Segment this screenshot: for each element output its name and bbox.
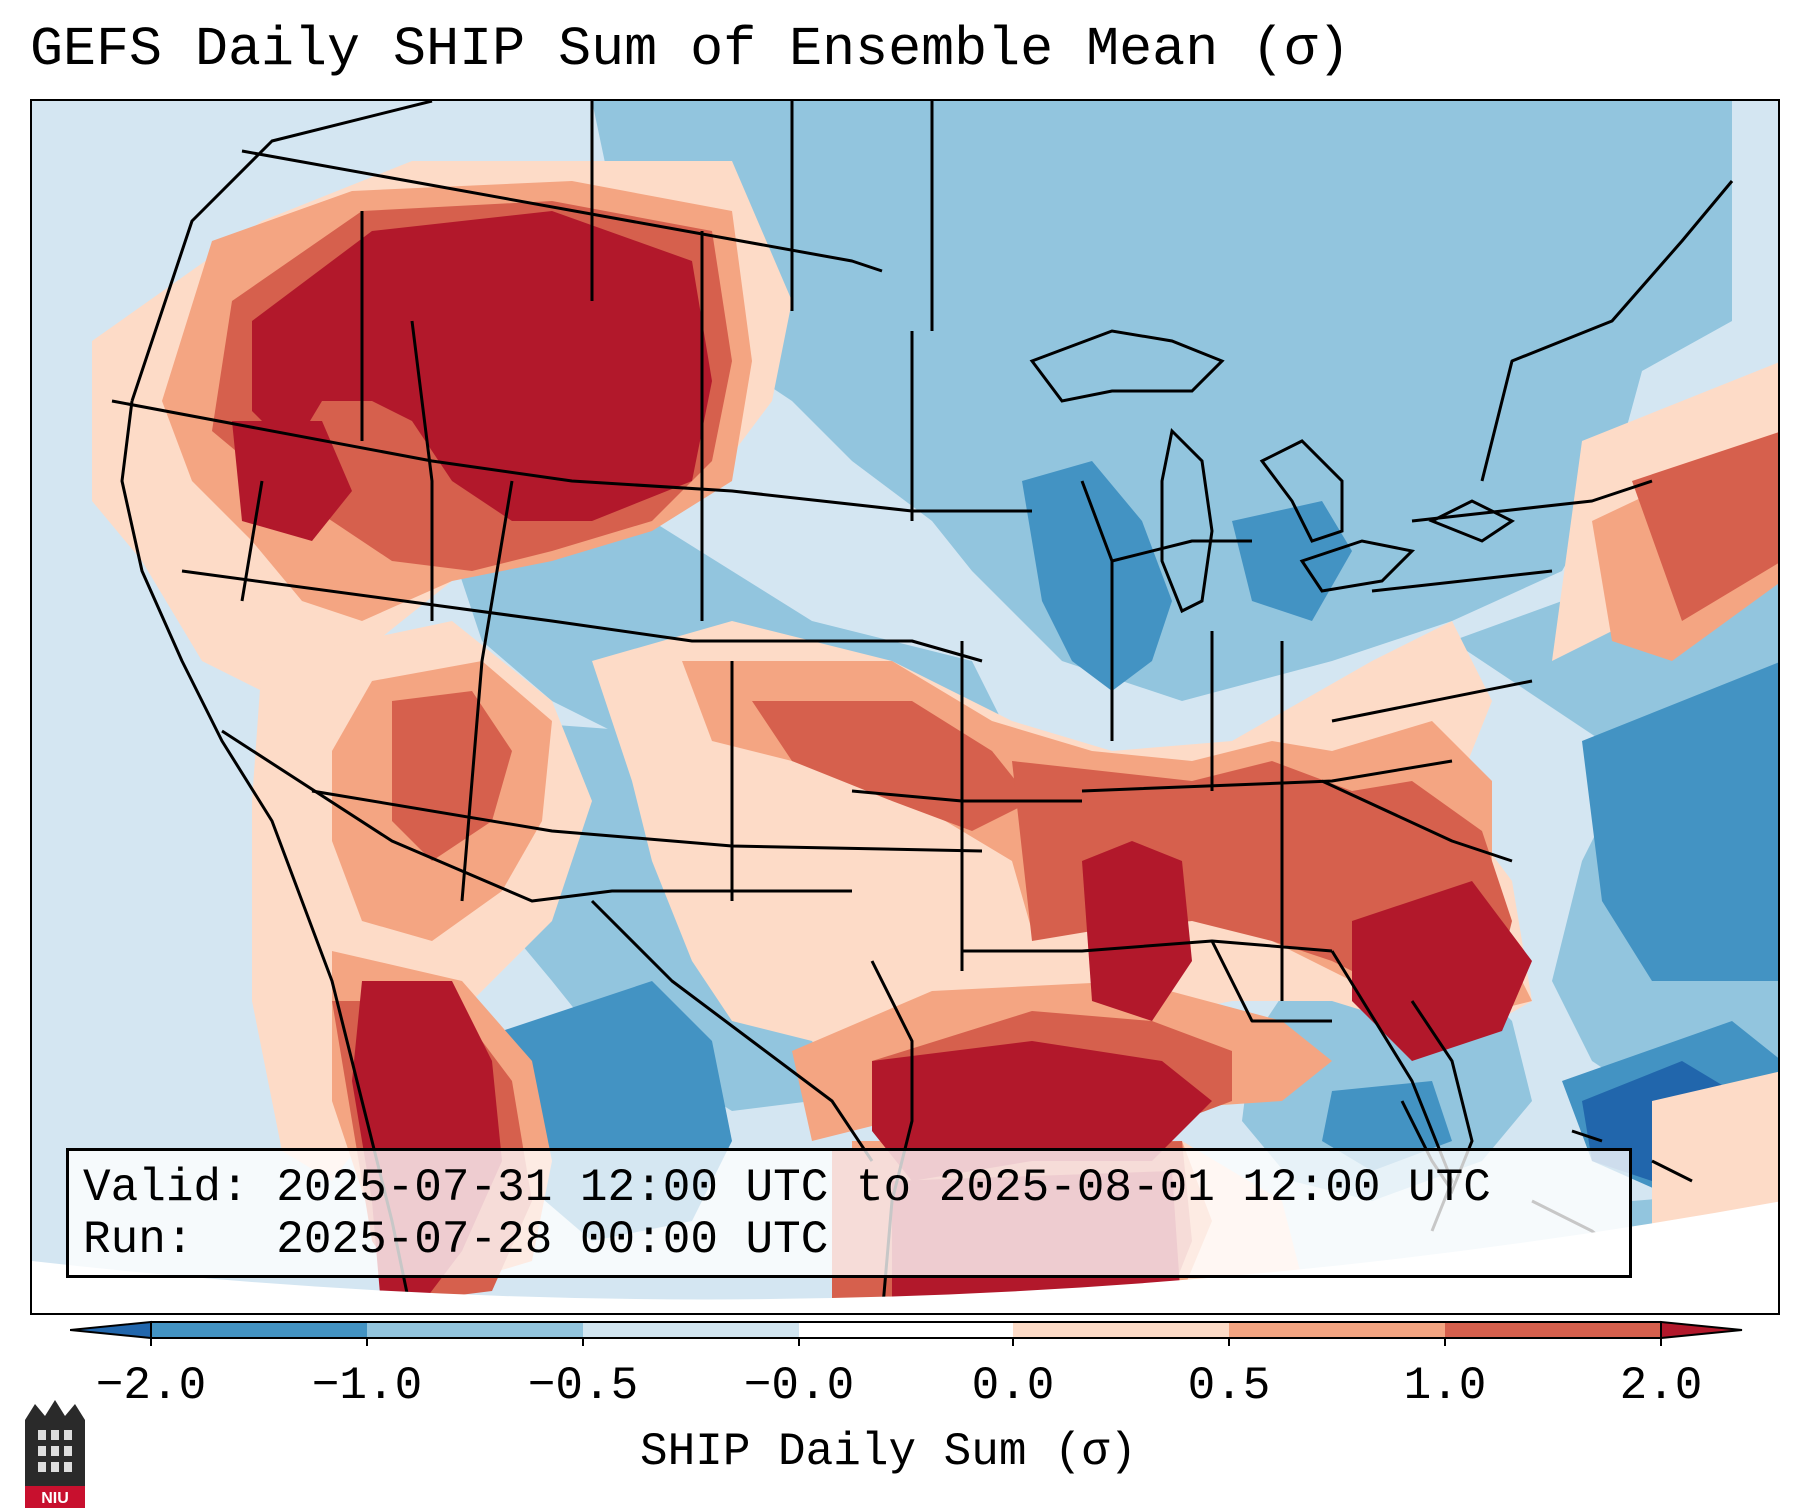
run-line: Run: 2025-07-28 00:00 UTC <box>83 1213 1629 1267</box>
state-boundaries <box>111 101 1734 1313</box>
logo-text: NIU <box>41 1490 69 1507</box>
colorbar-segment <box>1229 1322 1445 1338</box>
colorbar-tick-label: −2.0 <box>95 1360 207 1412</box>
colorbar <box>70 1320 1743 1346</box>
valid-line: Valid: 2025-07-31 12:00 UTC to 2025-08-0… <box>83 1162 1629 1215</box>
colorbar-tick-label: 0.5 <box>1187 1360 1271 1412</box>
colorbar-extend-low <box>70 1320 152 1340</box>
valid-run-info-box: Valid: 2025-07-31 12:00 UTC to 2025-08-0… <box>66 1148 1632 1278</box>
colorbar-segment <box>799 1322 1013 1338</box>
colorbar-segment <box>367 1322 583 1338</box>
colorbar-tick-label: 1.0 <box>1403 1360 1487 1412</box>
colorbar-outline <box>150 1321 1662 1339</box>
projection-edge <box>32 1201 1778 1313</box>
great-lakes <box>1029 329 1515 614</box>
valid-label: Valid: <box>83 1162 249 1214</box>
map-panel <box>30 99 1780 1315</box>
colorbar-segments <box>70 1320 1743 1346</box>
colorbar-segment <box>1445 1322 1661 1338</box>
run-value: 2025-07-28 00:00 UTC <box>276 1213 829 1266</box>
anomaly-map <box>32 101 1778 1313</box>
map-title: GEFS Daily SHIP Sum of Ensemble Mean (σ) <box>30 18 1351 81</box>
colorbar-tick-label: −1.0 <box>311 1360 423 1412</box>
colorbar-segment <box>1013 1322 1229 1338</box>
colorbar-tick-label: 2.0 <box>1619 1360 1703 1412</box>
colorbar-segment <box>583 1322 799 1338</box>
colorbar-label: SHIP Daily Sum (σ) <box>640 1426 1137 1478</box>
valid-value: 2025-07-31 12:00 UTC to 2025-08-01 12:00… <box>276 1162 1491 1214</box>
strong-positive-regions <box>232 211 1532 1313</box>
colorbar-tick-label: −0.5 <box>527 1360 639 1412</box>
run-label: Run: <box>83 1213 249 1266</box>
logo-banner <box>25 1486 85 1508</box>
colorbar-segment <box>151 1322 367 1338</box>
niu-logo: NIU <box>25 1400 85 1508</box>
colorbar-tick-label: −0.0 <box>743 1360 855 1412</box>
logo-tower-icon <box>25 1400 85 1486</box>
colorbar-extend-high <box>1660 1320 1743 1340</box>
colorbar-tick-label: 0.0 <box>971 1360 1055 1412</box>
